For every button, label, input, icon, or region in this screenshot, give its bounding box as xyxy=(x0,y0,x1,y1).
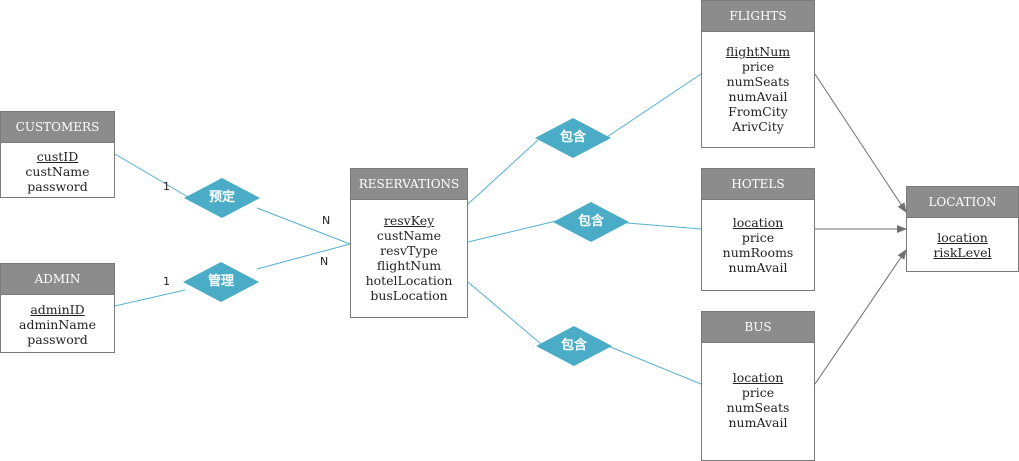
attribute-custid: custID xyxy=(36,149,79,164)
line-reservations-contain-hotels xyxy=(467,220,557,243)
attribute-adminid: adminID xyxy=(30,302,85,317)
arrow-bus-location xyxy=(814,249,907,385)
relationship-book[interactable]: 预定 xyxy=(184,178,260,218)
entity-bus-title: BUS xyxy=(702,312,814,343)
relationship-contain-hotels-label: 包含 xyxy=(577,214,604,229)
attribute-flightnum: flightNum xyxy=(725,44,791,59)
entity-admin-title: ADMIN xyxy=(1,264,114,295)
attribute-numseats: numSeats xyxy=(726,74,790,89)
entity-flights-title: FLIGHTS xyxy=(702,1,814,32)
attribute-flightnum: flightNum xyxy=(376,258,442,273)
entity-reservations-title: RESERVATIONS xyxy=(351,169,467,200)
line-contain-bus xyxy=(607,345,702,385)
relationship-contain-flights-label: 包含 xyxy=(559,130,586,145)
line-contain-hotels xyxy=(626,222,702,230)
relationship-book-label: 预定 xyxy=(208,190,235,205)
relationship-manage-label: 管理 xyxy=(207,274,234,289)
entity-admin[interactable]: ADMIN adminID adminName password xyxy=(0,263,115,353)
attribute-hotellocation: hotelLocation xyxy=(365,273,453,288)
attribute-resvkey: resvKey xyxy=(383,213,435,228)
entity-hotels[interactable]: HOTELS location price numRooms numAvail xyxy=(701,168,815,291)
attribute-location: location xyxy=(732,215,784,230)
arrow-flights-location xyxy=(814,73,907,213)
attribute-location: location xyxy=(732,370,784,385)
attribute-location: location xyxy=(937,230,988,245)
attribute-password: password xyxy=(27,179,88,194)
cardinality-admin-manage: 1 xyxy=(163,275,170,288)
line-manage-reservations xyxy=(256,243,351,270)
entity-bus[interactable]: BUS location price numSeats numAvail xyxy=(701,311,815,461)
line-reservations-contain-flights xyxy=(467,139,539,205)
attribute-custname: custName xyxy=(25,164,90,179)
attribute-arivcity: ArivCity xyxy=(732,119,784,134)
line-reservations-contain-bus xyxy=(467,281,542,345)
attribute-risklevel: riskLevel xyxy=(933,245,992,260)
attribute-custname: custName xyxy=(376,228,442,243)
diamond-shape xyxy=(535,118,611,158)
attribute-price: price xyxy=(741,230,775,245)
attribute-numavail: numAvail xyxy=(728,89,788,104)
diamond-shape xyxy=(183,262,259,302)
entity-customers-title: CUSTOMERS xyxy=(1,112,114,143)
relationship-contain-bus[interactable]: 包含 xyxy=(536,326,612,366)
entity-location-title: LOCATION xyxy=(907,187,1018,218)
diamond-shape xyxy=(536,326,612,366)
attribute-numrooms: numRooms xyxy=(722,245,794,260)
attribute-price: price xyxy=(741,385,775,400)
entity-reservations[interactable]: RESERVATIONS resvKey custName resvType f… xyxy=(350,168,468,318)
entity-hotels-title: HOTELS xyxy=(702,169,814,200)
attribute-numseats: numSeats xyxy=(726,400,790,415)
entity-customers[interactable]: CUSTOMERS custID custName password xyxy=(0,111,115,198)
attribute-buslocation: busLocation xyxy=(370,288,448,303)
attribute-numavail: numAvail xyxy=(728,260,788,275)
attribute-fromcity: FromCity xyxy=(728,104,788,119)
line-book-reservations xyxy=(256,207,351,245)
attribute-price: price xyxy=(741,59,775,74)
cardinality-reservations-book: N xyxy=(322,214,331,227)
attribute-password: password xyxy=(27,332,88,347)
entity-location[interactable]: LOCATION location riskLevel xyxy=(906,186,1019,272)
diamond-shape xyxy=(184,178,260,218)
line-customers-book xyxy=(114,153,189,198)
cardinality-reservations-manage: N xyxy=(320,255,329,268)
relationship-manage[interactable]: 管理 xyxy=(183,262,259,302)
attribute-resvtype: resvType xyxy=(380,243,438,258)
relationship-contain-hotels[interactable]: 包含 xyxy=(553,202,629,242)
diamond-shape xyxy=(553,202,629,242)
relationship-contain-bus-label: 包含 xyxy=(560,338,587,353)
attribute-adminname: adminName xyxy=(19,317,96,332)
line-contain-flights xyxy=(606,73,702,138)
line-admin-manage xyxy=(114,289,186,307)
attribute-numavail: numAvail xyxy=(728,415,788,430)
entity-flights[interactable]: FLIGHTS flightNum price numSeats numAvai… xyxy=(701,0,815,148)
relationship-contain-flights[interactable]: 包含 xyxy=(535,118,611,158)
cardinality-customers-book: 1 xyxy=(163,180,170,193)
